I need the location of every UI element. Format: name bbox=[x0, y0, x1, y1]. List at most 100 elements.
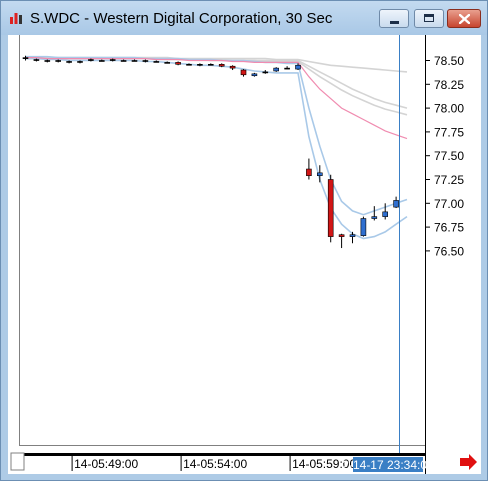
time-axis: 14-05:49:00 14-05:54:00 14-05:59:00 bbox=[71, 456, 356, 471]
candle-body bbox=[349, 234, 356, 237]
candle-body bbox=[197, 64, 203, 66]
candle bbox=[229, 65, 236, 71]
candle-body bbox=[33, 59, 40, 61]
candle bbox=[338, 233, 345, 249]
candle-body bbox=[316, 172, 323, 176]
candle-body bbox=[55, 60, 62, 62]
candle bbox=[77, 60, 83, 64]
chart-app-icon bbox=[10, 13, 22, 24]
candle-body bbox=[66, 61, 72, 63]
maximize-button[interactable] bbox=[414, 9, 444, 28]
candle bbox=[284, 66, 290, 70]
candle bbox=[382, 203, 389, 220]
red-arrow-right-icon[interactable] bbox=[460, 454, 477, 470]
candle-body bbox=[338, 234, 345, 237]
candle bbox=[295, 63, 301, 71]
candle-body bbox=[229, 65, 236, 69]
price-chart[interactable]: 78.50 78.25 78.00 77.75 77.50 77.25 77.00 76.75… bbox=[8, 35, 481, 474]
candle bbox=[197, 63, 203, 67]
price-axis: 78.50 78.25 78.00 77.75 77.50 77.25 77.00 76.75… bbox=[426, 54, 464, 258]
candle bbox=[33, 58, 40, 62]
candle-body bbox=[251, 73, 258, 77]
candle-body bbox=[208, 64, 214, 66]
candle bbox=[371, 206, 378, 221]
candle-body bbox=[295, 64, 301, 70]
candle-body bbox=[218, 64, 225, 67]
candle-body bbox=[393, 200, 399, 208]
candle bbox=[360, 216, 367, 237]
close-button[interactable] bbox=[447, 9, 481, 28]
candles bbox=[22, 55, 399, 249]
candle bbox=[153, 60, 160, 63]
indicator-lines bbox=[25, 55, 408, 240]
close-icon bbox=[459, 14, 470, 24]
candle-body bbox=[142, 60, 149, 62]
candle bbox=[393, 196, 399, 209]
candle bbox=[66, 60, 72, 64]
candle bbox=[131, 59, 138, 62]
candle-body bbox=[44, 60, 51, 62]
candle bbox=[175, 61, 181, 66]
price-tick-label: 77.50 bbox=[434, 149, 464, 163]
time-tick-label: 14-05:49:00 bbox=[74, 457, 138, 471]
candle bbox=[22, 55, 29, 61]
candle bbox=[186, 63, 192, 66]
candle-body bbox=[109, 59, 116, 61]
lower-band-line bbox=[25, 57, 408, 240]
minimize-button[interactable] bbox=[379, 9, 409, 28]
candle-body bbox=[164, 62, 170, 64]
candle-body bbox=[175, 62, 181, 65]
time-axis-scroll-box[interactable] bbox=[10, 452, 25, 471]
price-tick-label: 77.00 bbox=[434, 197, 464, 211]
cursor-time-label-box bbox=[353, 457, 423, 472]
candle-body bbox=[88, 59, 94, 61]
candle bbox=[55, 59, 62, 63]
candle-body bbox=[371, 216, 378, 219]
candle bbox=[349, 231, 356, 244]
candle bbox=[240, 69, 247, 77]
candle bbox=[142, 59, 149, 63]
candle-body bbox=[99, 60, 105, 62]
candle bbox=[327, 174, 334, 243]
title-bar[interactable]: S.WDC - Western Digital Corporation, 30 … bbox=[1, 1, 487, 35]
price-tick-label: 77.25 bbox=[434, 173, 464, 187]
cursor-time-label: 2-14-17 23:34:00 bbox=[342, 458, 434, 472]
fast-moving-average-line bbox=[25, 57, 408, 140]
price-tick-label: 78.00 bbox=[434, 102, 464, 116]
price-tick-label: 78.50 bbox=[434, 54, 464, 68]
candle-body bbox=[382, 211, 389, 217]
candle bbox=[44, 59, 51, 63]
candle-body bbox=[153, 61, 160, 63]
candle-body bbox=[240, 69, 247, 76]
candle-body bbox=[262, 71, 269, 74]
candle bbox=[120, 59, 127, 62]
candle-body bbox=[273, 67, 280, 72]
chart-area[interactable]: 78.50 78.25 78.00 77.75 77.50 77.25 77.00 76.75… bbox=[8, 35, 481, 474]
price-tick-label: 76.50 bbox=[434, 244, 464, 258]
candle-body bbox=[327, 179, 334, 237]
time-tick-label: 14-05:59:00 bbox=[292, 457, 356, 471]
upper-band-line bbox=[25, 55, 408, 216]
minimize-icon bbox=[390, 21, 399, 24]
candle bbox=[306, 158, 312, 180]
candle-body bbox=[120, 60, 127, 62]
candle-body bbox=[186, 64, 192, 66]
price-tick-label: 76.75 bbox=[434, 221, 464, 235]
candle bbox=[273, 67, 280, 72]
candle bbox=[262, 70, 269, 74]
candle-body bbox=[306, 168, 312, 176]
candle bbox=[88, 58, 94, 62]
candle bbox=[316, 165, 323, 183]
maximize-icon bbox=[424, 14, 434, 22]
candle bbox=[251, 72, 258, 77]
candle-body bbox=[284, 67, 290, 70]
window-title: S.WDC - Western Digital Corporation, 30 … bbox=[30, 10, 333, 27]
candle bbox=[99, 59, 105, 62]
candle-body bbox=[22, 57, 29, 59]
time-axis-bar bbox=[23, 453, 426, 456]
candle bbox=[164, 61, 170, 64]
price-tick-label: 77.75 bbox=[434, 125, 464, 139]
candle-body bbox=[131, 60, 138, 62]
candle-body bbox=[360, 218, 367, 236]
